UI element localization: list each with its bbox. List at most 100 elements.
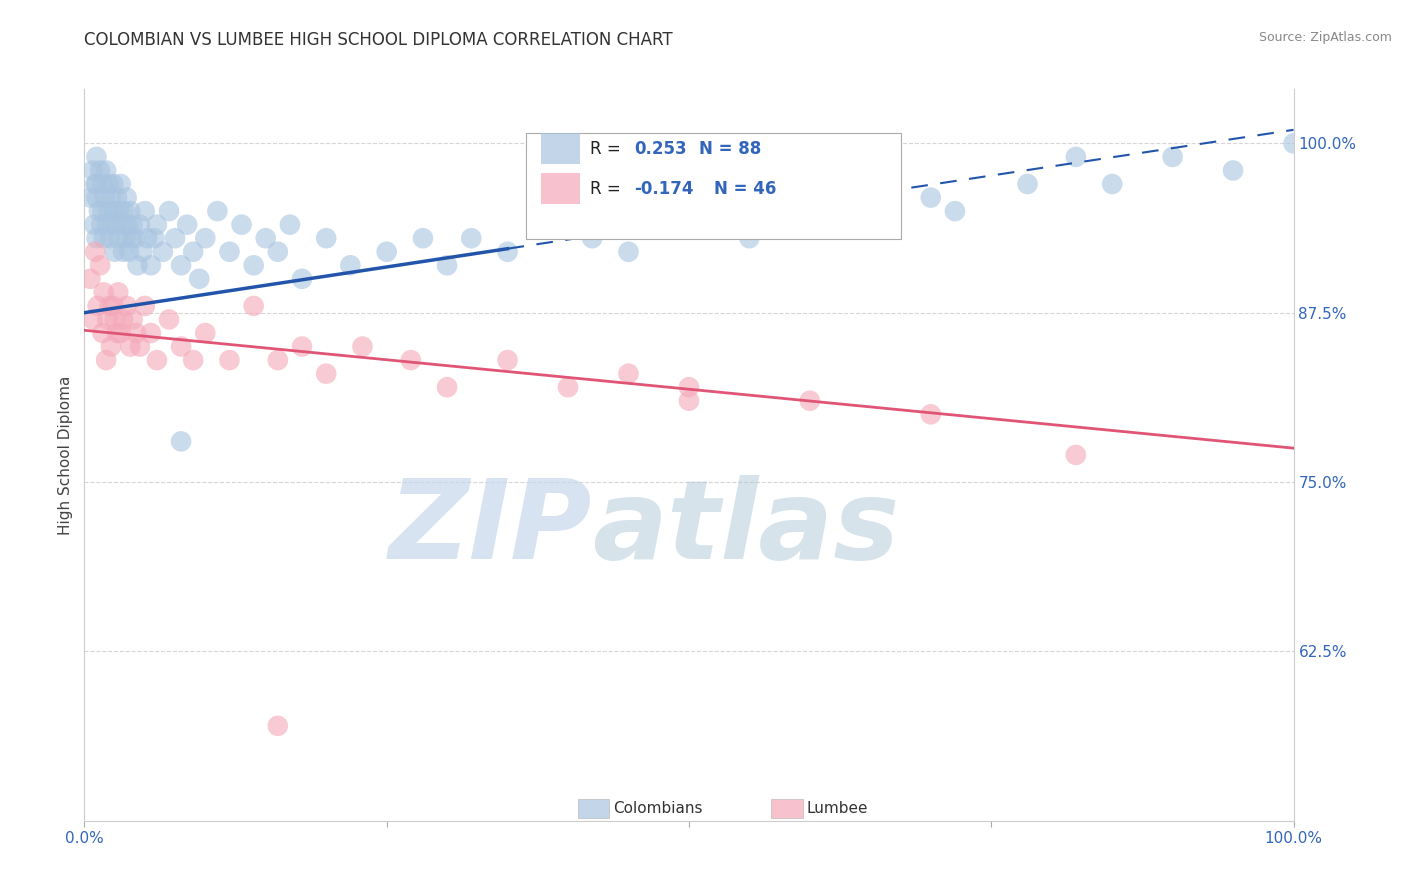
Point	[91, 177, 114, 191]
Point	[111, 218, 134, 232]
Text: atlas: atlas	[592, 475, 900, 582]
Point	[267, 719, 290, 733]
Point	[617, 367, 640, 381]
Point	[104, 218, 127, 232]
Point	[218, 353, 240, 368]
Text: COLOMBIAN VS LUMBEE HIGH SCHOOL DIPLOMA CORRELATION CHART: COLOMBIAN VS LUMBEE HIGH SCHOOL DIPLOMA …	[84, 31, 673, 49]
Point	[278, 218, 301, 232]
Text: ZIP: ZIP	[388, 475, 592, 582]
Point	[91, 204, 114, 219]
Point	[231, 218, 253, 232]
Point	[139, 326, 162, 340]
Point	[194, 326, 217, 340]
Point	[115, 299, 138, 313]
Point	[110, 326, 132, 340]
Point	[117, 218, 139, 232]
Point	[496, 244, 519, 259]
Point	[163, 231, 186, 245]
Point	[125, 326, 148, 340]
Point	[112, 204, 135, 219]
Point	[557, 380, 579, 394]
Point	[86, 177, 108, 191]
Point	[678, 380, 700, 394]
Point	[83, 218, 105, 232]
Point	[115, 190, 138, 204]
Text: R =: R =	[589, 140, 626, 158]
Text: -0.174: -0.174	[634, 180, 695, 198]
Point	[98, 299, 121, 313]
Point	[91, 326, 114, 340]
Point	[799, 393, 821, 408]
Point	[86, 190, 108, 204]
Point	[96, 218, 118, 232]
Point	[1222, 163, 1244, 178]
Point	[86, 231, 108, 245]
Point	[194, 231, 217, 245]
Point	[107, 231, 129, 245]
Point	[97, 204, 120, 219]
Point	[143, 231, 166, 245]
Point	[291, 340, 314, 354]
Point	[170, 258, 193, 272]
Point	[352, 340, 374, 354]
Point	[412, 231, 434, 245]
Point	[105, 190, 128, 204]
Point	[94, 190, 117, 204]
Point	[86, 150, 108, 164]
Point	[82, 163, 104, 178]
Point	[170, 434, 193, 449]
Point	[157, 312, 180, 326]
Point	[121, 218, 143, 232]
Point	[291, 272, 314, 286]
Point	[617, 244, 640, 259]
Point	[375, 244, 398, 259]
Point	[124, 231, 146, 245]
Point	[207, 204, 229, 219]
Point	[859, 218, 882, 232]
Point	[738, 231, 761, 245]
Point	[920, 407, 942, 421]
Point	[533, 218, 555, 232]
Point	[100, 190, 122, 204]
Text: N = 88: N = 88	[699, 140, 761, 158]
Text: R =: R =	[589, 180, 626, 198]
Point	[139, 258, 162, 272]
Point	[89, 163, 111, 178]
Point	[120, 204, 142, 219]
Point	[146, 218, 169, 232]
Point	[1161, 150, 1184, 164]
Point	[152, 244, 174, 259]
Text: N = 46: N = 46	[714, 180, 776, 198]
Point	[242, 258, 264, 272]
Point	[131, 244, 153, 259]
Point	[94, 353, 117, 368]
Point	[108, 204, 131, 219]
Point	[146, 353, 169, 368]
Point	[104, 312, 127, 326]
Point	[581, 231, 603, 245]
Point	[127, 258, 149, 272]
Point	[82, 312, 104, 326]
Point	[107, 285, 129, 300]
Point	[1101, 177, 1123, 191]
Point	[267, 244, 290, 259]
Point	[93, 231, 115, 245]
Point	[157, 204, 180, 219]
Point	[97, 177, 120, 191]
Point	[170, 340, 193, 354]
Point	[315, 367, 337, 381]
Point	[1064, 150, 1087, 164]
Point	[920, 190, 942, 204]
Point	[110, 177, 132, 191]
Y-axis label: High School Diploma: High School Diploma	[58, 376, 73, 534]
Point	[339, 258, 361, 272]
Point	[114, 231, 136, 245]
Text: 0.253: 0.253	[634, 140, 688, 158]
FancyBboxPatch shape	[541, 133, 581, 164]
Point	[112, 244, 135, 259]
Point	[496, 353, 519, 368]
Point	[118, 244, 141, 259]
Point	[136, 231, 159, 245]
FancyBboxPatch shape	[541, 173, 581, 204]
FancyBboxPatch shape	[578, 799, 609, 819]
